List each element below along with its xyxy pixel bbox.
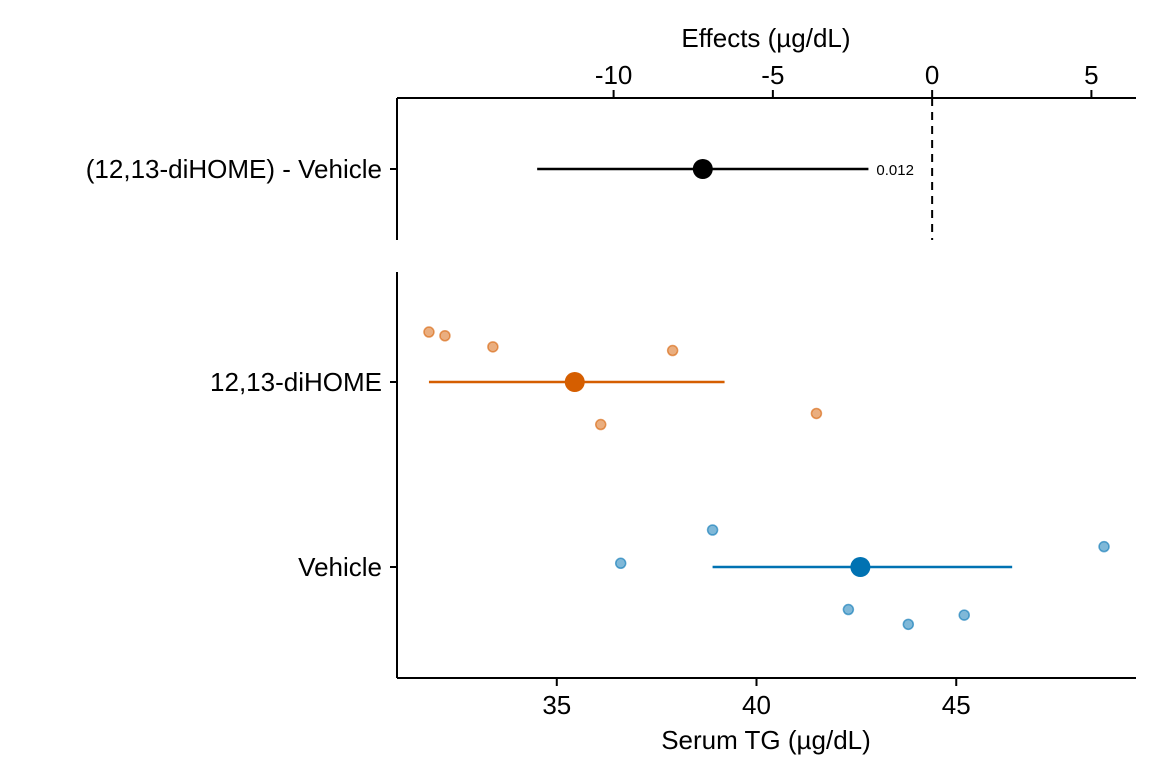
group-data-point xyxy=(1098,540,1110,553)
group-mean-point xyxy=(564,372,585,392)
effects-row-label: (12,13-diHOME) - Vehicle xyxy=(86,154,382,184)
group-data-point xyxy=(666,344,679,357)
group-mean-point xyxy=(850,557,871,577)
effects-axis-ticks: -10 -5 0 5 xyxy=(595,60,1099,98)
group-data-point xyxy=(594,418,607,431)
group-data-point xyxy=(487,341,499,353)
group-data-point xyxy=(958,609,970,621)
group-row-label: Vehicle xyxy=(298,552,382,582)
groups-rows: 12,13-diHOME Vehicle xyxy=(210,326,1110,631)
groups-tick-label: 45 xyxy=(942,690,971,720)
group-data-point xyxy=(423,326,435,338)
effects-rows: (12,13-diHOME) - Vehicle 0.012 xyxy=(86,154,914,184)
group-data-point xyxy=(439,330,451,342)
groups-axis-title: Serum TG (µg/dL) xyxy=(661,725,871,755)
group-data-point xyxy=(902,618,915,631)
group-data-point xyxy=(810,407,823,420)
effects-tick-label: 5 xyxy=(1084,60,1098,90)
effects-tick-label: -5 xyxy=(761,60,784,90)
groups-tick-label: 35 xyxy=(542,690,571,720)
effects-axis-title: Effects (µg/dL) xyxy=(681,23,850,53)
group-data-point xyxy=(706,524,719,536)
groups-axis-ticks: 35 40 45 xyxy=(542,678,971,720)
effects-tick-label: -10 xyxy=(595,60,633,90)
effect-p-value-label: 0.012 xyxy=(876,162,914,179)
effects-panel: Effects (µg/dL) -10 -5 0 5 (12,13-diHOME) -… xyxy=(86,23,1136,240)
groups-tick-label: 40 xyxy=(742,690,771,720)
group-data-point xyxy=(614,557,627,570)
groups-panel: 12,13-diHOME Vehicle 35 40 45 Serum TG (µg/… xyxy=(210,272,1136,755)
group-row-label: 12,13-diHOME xyxy=(210,367,382,397)
effect-estimate-point xyxy=(692,159,713,179)
group-data-point xyxy=(842,603,855,616)
effects-tick-label: 0 xyxy=(925,60,939,90)
